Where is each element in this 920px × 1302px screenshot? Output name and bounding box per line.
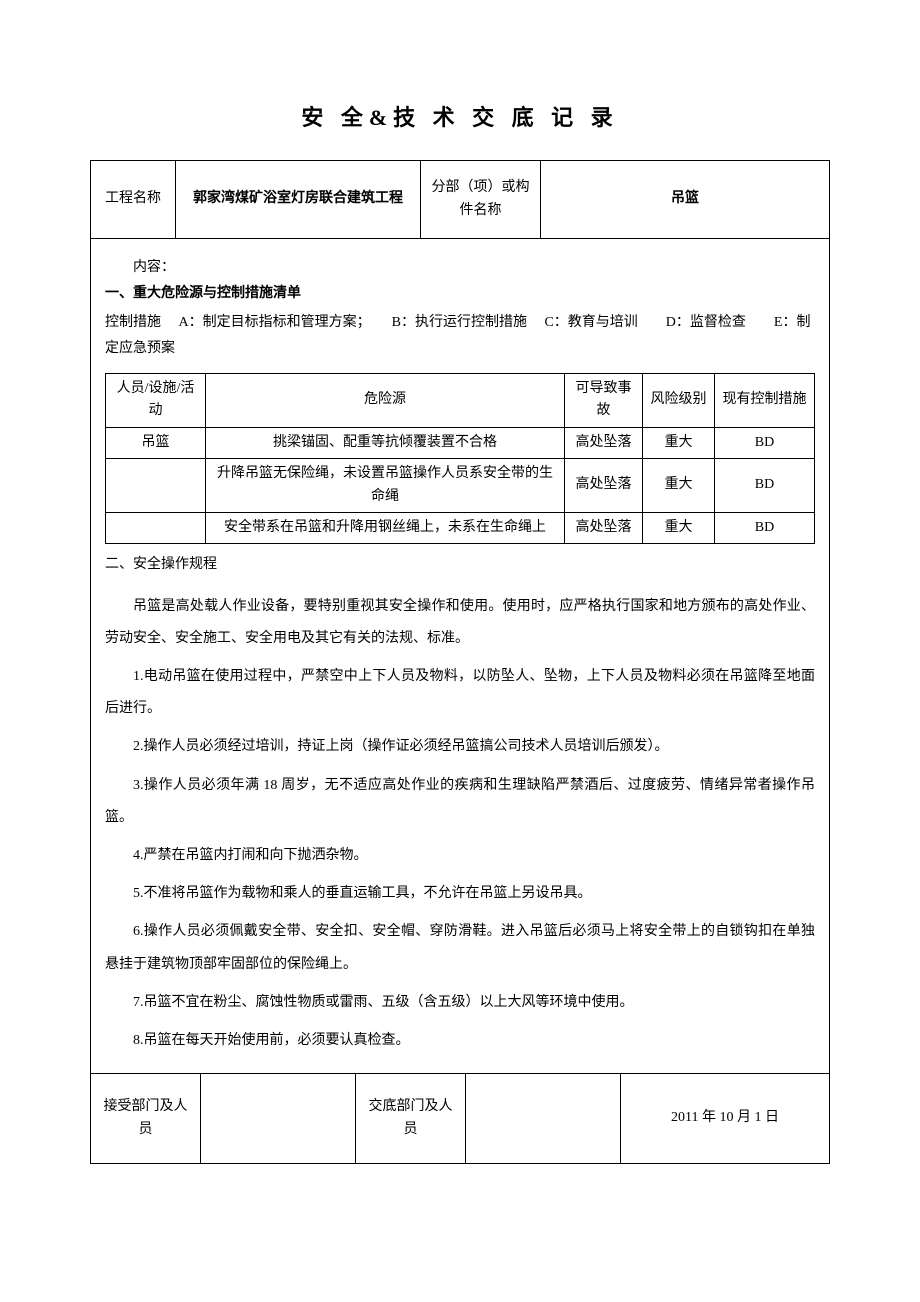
cell-hazard: 升降吊篮无保险绳，未设置吊篮操作人员系安全带的生命绳 <box>206 459 565 513</box>
cell-hazard: 挑梁锚固、配重等抗倾覆装置不合格 <box>206 427 565 458</box>
th-accident: 可导致事故 <box>565 373 643 427</box>
cell-level: 重大 <box>643 427 715 458</box>
receive-value <box>201 1074 356 1164</box>
rule-item: 2.操作人员必须经过培训，持证上岗（操作证必须经吊篮搞公司技术人员培训后颁发）。 <box>105 731 815 763</box>
cell-level: 重大 <box>643 512 715 543</box>
content-body: 内容： 一、重大危险源与控制措施清单 控制措施 A：制定目标指标和管理方案； B… <box>90 239 830 1073</box>
cell-measure: BD <box>715 427 815 458</box>
rule-item: 5.不准将吊篮作为载物和乘人的垂直运输工具，不允许在吊篮上另设吊具。 <box>105 878 815 910</box>
footer-row: 接受部门及人员 交底部门及人员 2011 年 10 月 1 日 <box>91 1074 830 1164</box>
risk-row: 安全带系在吊篮和升降用钢丝绳上，未系在生命绳上 高处坠落 重大 BD <box>106 512 815 543</box>
rule-item: 4.严禁在吊篮内打闹和向下抛洒杂物。 <box>105 840 815 872</box>
project-name-label: 工程名称 <box>91 161 176 239</box>
cell-accident: 高处坠落 <box>565 512 643 543</box>
rule-item: 6.操作人员必须佩戴安全带、安全扣、安全帽、穿防滑鞋。进入吊篮后必须马上将安全带… <box>105 916 815 980</box>
control-measures-desc: 控制措施 A：制定目标指标和管理方案； B：执行运行控制措施 C：教育与培训 D… <box>105 310 815 363</box>
document-title: 安 全&技 术 交 底 记 录 <box>90 100 830 135</box>
section2-intro: 吊篮是高处载人作业设备，要特别重视其安全操作和使用。使用时，应严格执行国家和地方… <box>105 591 815 655</box>
section1-heading: 一、重大危险源与控制措施清单 <box>105 283 815 305</box>
part-label: 分部（项）或构件名称 <box>421 161 541 239</box>
risk-table-header: 人员/设施/活动 危险源 可导致事故 风险级别 现有控制措施 <box>106 373 815 427</box>
footer-table: 接受部门及人员 交底部门及人员 2011 年 10 月 1 日 <box>90 1073 830 1164</box>
cell-measure: BD <box>715 459 815 513</box>
handover-label: 交底部门及人员 <box>356 1074 466 1164</box>
cell-measure: BD <box>715 512 815 543</box>
cell-person: 吊篮 <box>106 427 206 458</box>
footer-date: 2011 年 10 月 1 日 <box>621 1074 830 1164</box>
cell-person <box>106 459 206 513</box>
cell-accident: 高处坠落 <box>565 427 643 458</box>
handover-value <box>466 1074 621 1164</box>
risk-row: 吊篮 挑梁锚固、配重等抗倾覆装置不合格 高处坠落 重大 BD <box>106 427 815 458</box>
rule-item: 8.吊篮在每天开始使用前，必须要认真检查。 <box>105 1025 815 1057</box>
risk-table: 人员/设施/活动 危险源 可导致事故 风险级别 现有控制措施 吊篮 挑梁锚固、配… <box>105 373 815 544</box>
cell-hazard: 安全带系在吊篮和升降用钢丝绳上，未系在生命绳上 <box>206 512 565 543</box>
header-table: 工程名称 郭家湾煤矿浴室灯房联合建筑工程 分部（项）或构件名称 吊篮 <box>90 160 830 239</box>
risk-row: 升降吊篮无保险绳，未设置吊篮操作人员系安全带的生命绳 高处坠落 重大 BD <box>106 459 815 513</box>
th-hazard: 危险源 <box>206 373 565 427</box>
cell-accident: 高处坠落 <box>565 459 643 513</box>
rule-item: 3.操作人员必须年满 18 周岁，无不适应高处作业的疾病和生理缺陷严禁酒后、过度… <box>105 770 815 834</box>
content-label: 内容： <box>105 257 815 279</box>
section2-heading: 二、安全操作规程 <box>105 554 815 576</box>
th-person: 人员/设施/活动 <box>106 373 206 427</box>
th-level: 风险级别 <box>643 373 715 427</box>
cell-level: 重大 <box>643 459 715 513</box>
rule-item: 7.吊篮不宜在粉尘、腐蚀性物质或雷雨、五级（含五级）以上大风等环境中使用。 <box>105 987 815 1019</box>
cell-person <box>106 512 206 543</box>
rule-item: 1.电动吊篮在使用过程中，严禁空中上下人员及物料，以防坠人、坠物，上下人员及物料… <box>105 661 815 725</box>
project-name-value: 郭家湾煤矿浴室灯房联合建筑工程 <box>176 161 421 239</box>
receive-label: 接受部门及人员 <box>91 1074 201 1164</box>
part-name-value: 吊篮 <box>541 161 830 239</box>
header-row: 工程名称 郭家湾煤矿浴室灯房联合建筑工程 分部（项）或构件名称 吊篮 <box>91 161 830 239</box>
th-measure: 现有控制措施 <box>715 373 815 427</box>
